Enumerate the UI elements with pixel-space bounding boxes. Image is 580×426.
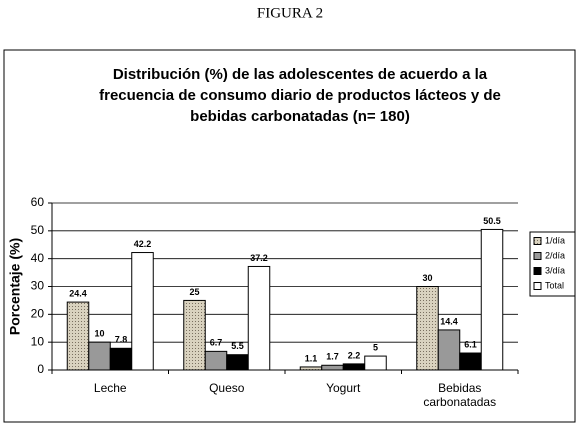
- value-label: 5: [373, 342, 378, 352]
- x-tick-label: Queso: [209, 381, 245, 395]
- value-label: 6.1: [464, 339, 477, 349]
- legend-label: 1/día: [545, 235, 565, 245]
- bar: [342, 363, 366, 371]
- value-label: 25: [189, 287, 199, 297]
- bar: [226, 354, 249, 371]
- value-label: 42.2: [134, 239, 152, 249]
- legend-swatch: [533, 282, 542, 290]
- bar: [88, 341, 111, 371]
- legend-swatch: [533, 237, 542, 245]
- chart-title: Distribución (%) de las adolescentes de …: [99, 66, 501, 125]
- bar: [131, 252, 154, 371]
- bar: [416, 286, 439, 371]
- value-label: 1.1: [305, 353, 318, 363]
- bar: [480, 228, 504, 371]
- legend-swatch: [533, 252, 542, 260]
- x-tick-label: Bebidas carbonatadas: [423, 381, 497, 409]
- bar: [321, 364, 344, 371]
- bar: [66, 301, 90, 371]
- value-label: 37.2: [250, 253, 268, 263]
- value-label: 6.7: [210, 338, 223, 348]
- y-tick-label: 0: [37, 362, 44, 376]
- bar: [204, 350, 228, 371]
- x-tick-label: Leche: [93, 381, 127, 395]
- y-tick-label: 60: [31, 195, 45, 209]
- legend-label: 2/día: [545, 250, 565, 260]
- value-label: 2.2: [348, 350, 361, 360]
- x-tick-label: Yogurt: [326, 381, 361, 395]
- value-label: 7.8: [115, 335, 128, 345]
- value-label: 1.7: [326, 352, 339, 362]
- y-tick-label: 10: [31, 334, 45, 348]
- y-tick-label: 20: [31, 307, 45, 321]
- y-axis-label: Porcentaje (%): [7, 238, 23, 335]
- bar: [183, 299, 206, 371]
- bar: [459, 352, 482, 371]
- value-label: 24.4: [69, 288, 87, 298]
- value-label: 30: [422, 273, 432, 283]
- value-label: 10: [94, 329, 104, 339]
- value-label: 5.5: [231, 341, 244, 351]
- bar: [109, 347, 133, 371]
- legend-label: Total: [545, 280, 564, 290]
- bar: [364, 355, 387, 371]
- value-label: 14.4: [440, 316, 458, 326]
- value-label: 50.5: [483, 216, 501, 226]
- bar: [247, 265, 271, 371]
- figure-title: FIGURA 2: [257, 5, 323, 21]
- y-tick-label: 40: [31, 251, 45, 265]
- y-tick-label: 50: [31, 223, 45, 237]
- legend-swatch: [533, 267, 542, 275]
- bar: [437, 329, 461, 371]
- legend-label: 3/día: [545, 265, 565, 275]
- y-tick-label: 30: [31, 279, 45, 293]
